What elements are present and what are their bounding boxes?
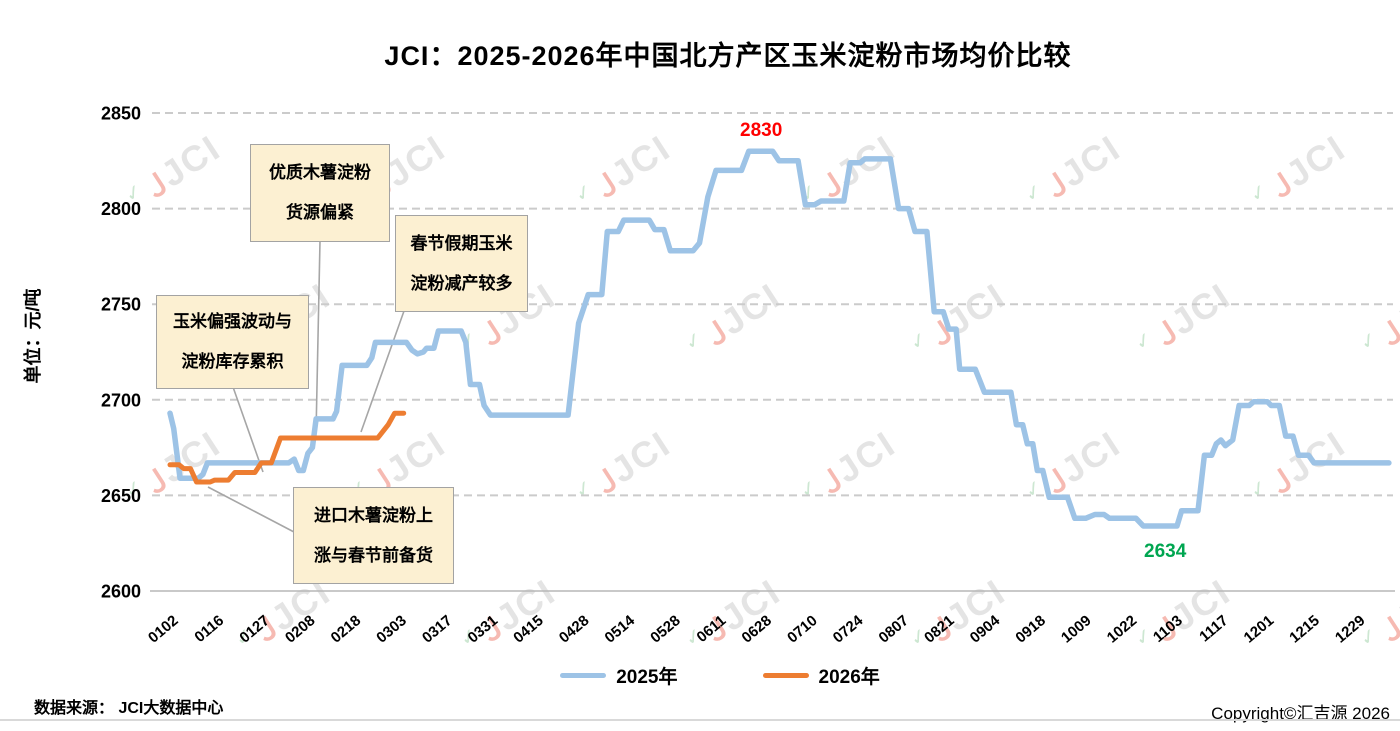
legend-label-2025: 2025年 bbox=[616, 667, 678, 688]
x-tick-label: 0303 bbox=[373, 612, 409, 646]
y-tick-label: 2750 bbox=[101, 295, 141, 315]
x-tick-label: 1009 bbox=[1058, 612, 1094, 646]
x-tick-label: 0514 bbox=[602, 612, 639, 647]
leader-line bbox=[207, 486, 295, 533]
x-tick-label: 0102 bbox=[145, 612, 181, 646]
x-tick-label: 0218 bbox=[328, 612, 364, 646]
data-source-note: 数据来源： JCI大数据中心 bbox=[34, 700, 224, 717]
y-tick-label: 2850 bbox=[101, 104, 141, 124]
x-tick-label: 1117 bbox=[1196, 612, 1231, 645]
legend-item-2026: 2026年 bbox=[762, 662, 880, 689]
annotation-line: 春节假期玉米 bbox=[410, 233, 513, 253]
x-tick-label: 0127 bbox=[236, 612, 272, 646]
y-tick-label: 2600 bbox=[101, 582, 141, 602]
annotation-line: 淀粉减产较多 bbox=[410, 273, 513, 293]
x-tick-label: 0918 bbox=[1012, 612, 1048, 646]
annotation-box: 玉米偏强波动与 淀粉库存累积 bbox=[156, 295, 309, 389]
x-tick-label: 0116 bbox=[191, 612, 227, 646]
x-tick-label: 0904 bbox=[967, 612, 1004, 647]
annotation-line: 货源偏紧 bbox=[286, 203, 354, 222]
x-tick-label: 0528 bbox=[647, 612, 683, 646]
annotation-line: 玉米偏强波动与 bbox=[173, 312, 292, 331]
annotation-box: 优质木薯淀粉 货源偏紧 bbox=[250, 144, 390, 242]
x-tick-label: 0331 bbox=[465, 612, 501, 646]
y-tick-label: 2650 bbox=[101, 486, 141, 506]
x-tick-label: 0611 bbox=[694, 612, 730, 646]
leader-line bbox=[315, 240, 321, 435]
leader-line bbox=[232, 386, 264, 473]
annotation-line: 涨与春节前备货 bbox=[314, 545, 433, 565]
x-tick-label: 0710 bbox=[784, 612, 820, 646]
leader-line bbox=[360, 310, 405, 433]
x-tick-label: 0807 bbox=[875, 612, 911, 646]
series-line-2025年 bbox=[167, 148, 1392, 529]
x-tick-label: 1022 bbox=[1104, 612, 1140, 646]
y-tick-label: 2700 bbox=[101, 390, 141, 410]
x-tick-label: 1103 bbox=[1150, 612, 1186, 646]
annotation-line: 淀粉库存累积 bbox=[181, 352, 284, 371]
max-value-label: 2830 bbox=[740, 120, 782, 141]
x-tick-label: 1201 bbox=[1241, 612, 1277, 646]
legend: 2025年 2026年 bbox=[20, 662, 1400, 689]
legend-line-swatch-2025 bbox=[560, 673, 607, 678]
annotation-box: 进口木薯淀粉上 涨与春节前备货 bbox=[293, 487, 454, 584]
x-tick-label: 0208 bbox=[282, 612, 318, 646]
x-tick-label: 0415 bbox=[510, 612, 546, 646]
annotation-box: 春节假期玉米 淀粉减产较多 bbox=[395, 215, 528, 312]
min-value-label: 2634 bbox=[1144, 541, 1187, 562]
legend-line-swatch-2026 bbox=[762, 673, 809, 678]
x-tick-label: 0428 bbox=[556, 612, 592, 646]
x-tick-label: 0317 bbox=[419, 612, 455, 646]
x-tick-label: 0724 bbox=[830, 612, 867, 647]
annotation-line: 优质木薯淀粉 bbox=[269, 163, 371, 182]
legend-label-2026: 2026年 bbox=[818, 667, 880, 688]
series-line-2026年 bbox=[167, 410, 407, 485]
legend-item-2025: 2025年 bbox=[560, 662, 678, 689]
x-tick-label: 0628 bbox=[739, 612, 775, 646]
chart-title: JCI：2025-2026年中国北方产区玉米淀粉市场均价比较 bbox=[384, 41, 1072, 71]
footer-divider bbox=[0, 719, 1400, 721]
annotation-line: 进口木薯淀粉上 bbox=[314, 505, 433, 525]
x-tick-label: 1215 bbox=[1286, 612, 1322, 646]
x-tick-label: 0821 bbox=[921, 612, 957, 646]
y-tick-label: 2800 bbox=[101, 199, 141, 219]
x-tick-label: 1229 bbox=[1332, 612, 1368, 646]
copyright-note: Copyright©汇吉源 2026 bbox=[1211, 704, 1390, 723]
